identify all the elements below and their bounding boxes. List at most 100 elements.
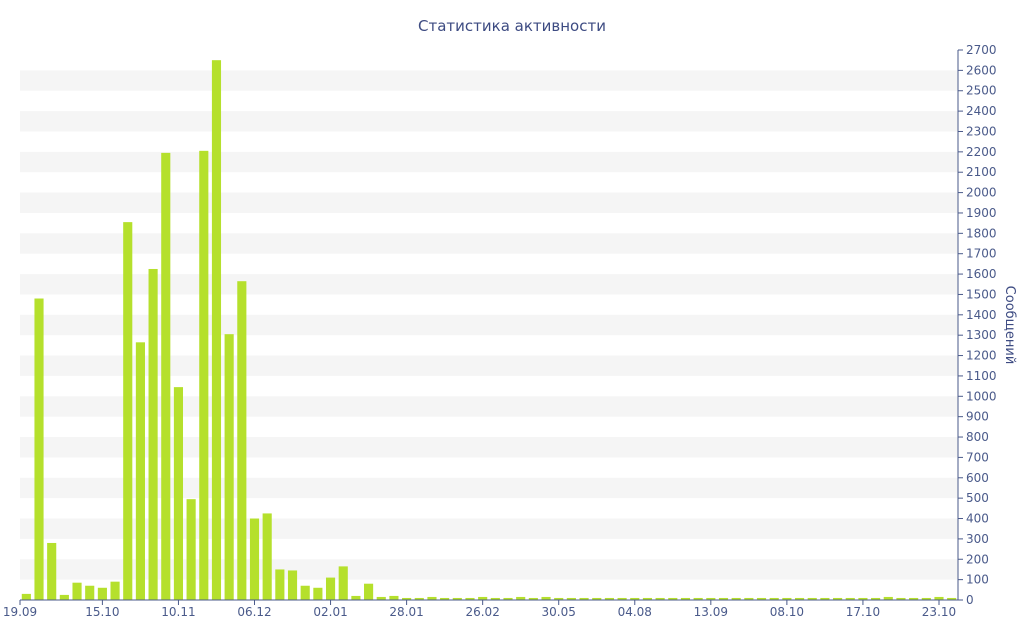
bar [34,298,44,600]
bar [427,596,437,600]
y-tick-label: 2700 [966,43,997,57]
bar [452,597,462,600]
x-tick-label: 04.08 [618,605,652,619]
y-tick-label: 2200 [966,145,997,159]
bar [592,597,602,600]
y-tick-label: 1900 [966,206,997,220]
grid-band [20,396,958,417]
bar [807,597,817,600]
bar [376,596,386,600]
y-tick-label: 900 [966,410,989,424]
x-tick-label: 17.10 [846,605,880,619]
bar [528,597,538,600]
grid-band [20,437,958,458]
grid-band [20,192,958,213]
x-tick-label: 15.10 [85,605,119,619]
bar [820,597,830,600]
bar [478,596,488,600]
bar [402,597,412,600]
x-tick-label: 08.10 [770,605,804,619]
bar [947,597,957,600]
bar [237,281,247,600]
y-tick-label: 2000 [966,186,997,200]
x-tick-label: 06.12 [237,605,271,619]
y-tick-label: 100 [966,573,989,587]
bar [97,587,107,600]
bar [883,596,893,600]
bar [440,597,450,600]
y-tick-label: 700 [966,450,989,464]
grid-bands [20,70,958,580]
bar [541,596,551,600]
bar [744,597,754,600]
x-tick-label: 19.09 [3,605,37,619]
bar [72,582,82,600]
y-tick-label: 1000 [966,389,997,403]
bar [351,595,361,600]
y-tick-label: 2300 [966,124,997,138]
bar [287,570,298,600]
y-tick-label: 200 [966,552,989,566]
grid-band [20,274,958,295]
y-tick-label: 2100 [966,165,997,179]
bar [110,581,120,600]
bar [59,594,69,600]
bar [300,585,310,600]
bar [668,597,678,600]
bar [769,597,779,600]
y-tick-label: 1800 [966,226,997,240]
grid-band [20,233,958,254]
bar [211,60,222,601]
y-axis-label: Сообщений [1002,286,1017,365]
y-tick-label: 0 [966,593,974,607]
bar [731,597,741,600]
x-tick-label: 10.11 [161,605,195,619]
bar [135,342,145,600]
grid-band [20,559,958,580]
bar [262,513,272,600]
bar [680,597,691,600]
bar [364,583,374,600]
bar [186,499,196,600]
bar [617,597,627,600]
bar [224,334,234,600]
bar [655,597,665,600]
bar [871,597,881,600]
bar [503,597,513,600]
bar [858,597,868,600]
y-tick-label: 1500 [966,287,997,301]
y-tick-label: 1700 [966,247,997,261]
grid-band [20,111,958,132]
bar [833,597,843,600]
bar [756,597,767,600]
bar [579,597,589,600]
bar [642,597,653,600]
bar [794,597,805,600]
bar [566,597,576,600]
grid-band [20,70,958,91]
y-tick-label: 1300 [966,328,997,342]
bar [414,597,424,600]
x-tick-label: 26.02 [465,605,499,619]
bar [465,597,475,600]
bar [909,597,919,600]
bar [21,593,31,600]
bar [338,566,348,600]
bar [604,597,614,600]
bar [313,587,323,600]
bar [389,595,399,600]
chart-title: Статистика активности [418,17,606,35]
bar [630,597,640,600]
grid-band [20,518,958,539]
y-tick-label: 1100 [966,369,997,383]
bar [199,150,209,601]
y-tick-label: 400 [966,512,989,526]
bar [85,585,95,600]
y-tick-label: 600 [966,471,989,485]
bar [845,597,855,600]
bar [148,268,158,600]
bar [934,596,944,600]
bar [693,597,703,600]
